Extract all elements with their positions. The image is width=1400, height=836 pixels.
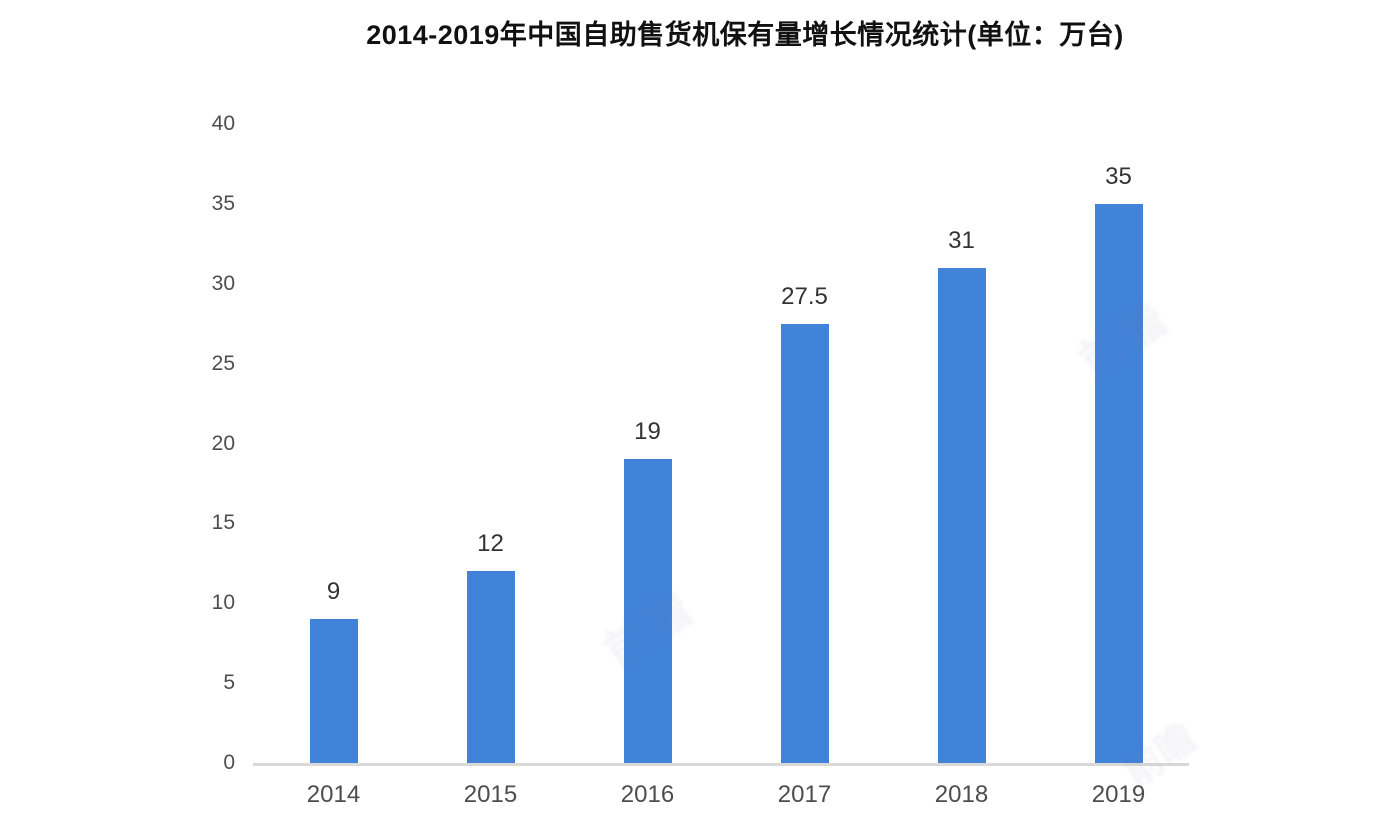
y-tick-label: 40 [211, 112, 235, 135]
bar-value-label: 27.5 [781, 282, 828, 310]
x-tick-label-2016: 2016 [620, 781, 675, 808]
y-tick-label: 0 [223, 751, 235, 774]
bar-value-label: 9 [326, 578, 341, 606]
y-tick-label: 10 [211, 591, 235, 615]
y-tick-label: 5 [223, 671, 235, 695]
bar-2018 [937, 267, 986, 763]
y-tick-label: 15 [211, 511, 235, 535]
x-tick-label-2018: 2018 [934, 781, 989, 808]
x-tick-label-2015: 2015 [463, 781, 518, 808]
bar-value-label: 35 [1105, 162, 1132, 190]
bar-column-2015: 12 [412, 124, 569, 763]
bar-2016 [623, 459, 672, 763]
x-tick-label-2014: 2014 [306, 781, 361, 808]
bar-2015 [466, 571, 515, 763]
bar-column-2017: 27.5 [726, 124, 883, 763]
x-tick-label-2019: 2019 [1091, 781, 1146, 808]
bar-column-2016: 19 [569, 124, 726, 763]
chart-title: 2014-2019年中国自助售货机保有量增长情况统计(单位：万台) [366, 20, 1124, 50]
bar-value-label: 19 [634, 418, 661, 446]
bar-2019 [1094, 203, 1143, 763]
bar-column-2018: 31 [883, 124, 1040, 763]
x-axis-labels: 2014 2015 2016 2017 2018 2019 [255, 781, 1197, 809]
y-tick-label: 25 [211, 351, 235, 375]
bar-column-2019: 35 [1040, 124, 1197, 763]
bar-2014 [309, 619, 358, 763]
bar-column-2014: 9 [255, 124, 412, 763]
y-axis-ticks: 0 5 10 15 20 25 30 35 40 [0, 112, 235, 774]
bar-2017 [780, 323, 829, 763]
plot-area: 9 12 19 27.5 31 35 [255, 124, 1197, 763]
y-tick-label: 30 [211, 271, 235, 295]
bar-value-label: 12 [477, 530, 504, 558]
x-tick-label-2017: 2017 [777, 781, 832, 808]
y-tick-label: 35 [211, 191, 235, 215]
x-axis-line [253, 763, 1189, 766]
bar-value-label: 31 [948, 226, 975, 254]
y-tick-label: 20 [211, 431, 235, 455]
